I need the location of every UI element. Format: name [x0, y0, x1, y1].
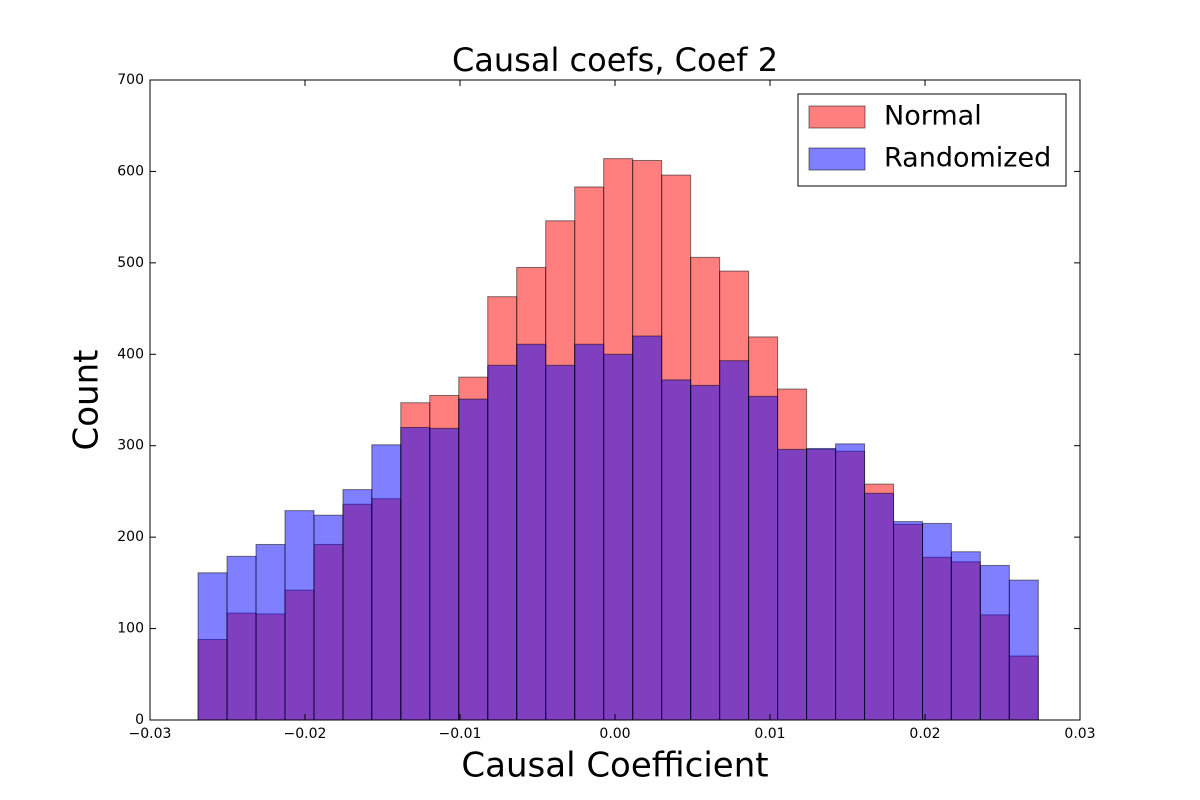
x-tick-label: −0.01 — [439, 726, 482, 742]
bar — [574, 343, 605, 721]
bar — [458, 398, 489, 721]
bar — [545, 364, 576, 721]
bar — [487, 364, 518, 721]
bar — [922, 522, 952, 721]
bar — [1008, 579, 1039, 721]
bar — [748, 395, 779, 721]
y-axis-label: Count — [67, 350, 107, 451]
bar — [777, 448, 808, 721]
bar — [400, 426, 431, 721]
bar — [661, 379, 692, 721]
x-axis-label: Causal Coefficient — [461, 746, 768, 786]
y-tick-label: 700 — [117, 72, 144, 88]
legend-swatch — [808, 105, 866, 129]
y-tick-label: 500 — [117, 255, 144, 271]
legend-label: Randomized — [884, 143, 1051, 174]
bar — [979, 564, 1010, 721]
x-tick-label: −0.03 — [129, 726, 172, 742]
legend-swatch — [808, 147, 866, 171]
y-tick-label: 0 — [135, 712, 144, 728]
bar — [313, 514, 344, 721]
bar — [864, 492, 895, 721]
bar — [226, 555, 257, 721]
bar — [806, 447, 837, 721]
chart-title: Causal coefs, Coef 2 — [452, 41, 778, 79]
y-tick-label: 100 — [117, 621, 144, 637]
y-tick-label: 400 — [117, 346, 144, 362]
bar — [719, 360, 750, 721]
bar — [950, 551, 981, 721]
bar — [632, 335, 663, 721]
y-tick-label: 600 — [117, 163, 144, 179]
bar — [197, 572, 228, 721]
x-tick-label: 0.00 — [599, 726, 630, 742]
y-tick-label: 200 — [117, 529, 144, 545]
x-tick-label: 0.01 — [754, 726, 785, 742]
bar — [342, 489, 373, 721]
x-tick-label: 0.03 — [1064, 726, 1095, 742]
bar — [516, 343, 547, 721]
bar — [429, 427, 460, 721]
bar — [690, 384, 721, 721]
bar — [835, 443, 866, 721]
bar — [893, 521, 924, 721]
bar — [603, 353, 634, 721]
bar — [255, 543, 286, 721]
legend-label: Normal — [884, 101, 982, 132]
x-tick-label: −0.02 — [284, 726, 327, 742]
x-tick-label: 0.02 — [909, 726, 940, 742]
bar — [284, 510, 315, 721]
bar — [371, 444, 402, 721]
y-tick-label: 300 — [117, 438, 144, 454]
